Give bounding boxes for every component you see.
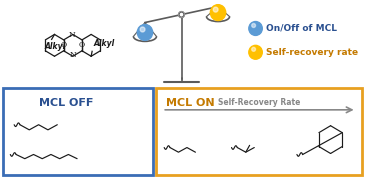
Circle shape xyxy=(252,23,256,27)
Text: N: N xyxy=(70,51,77,59)
Text: Self-recovery rate: Self-recovery rate xyxy=(266,48,358,57)
Text: O: O xyxy=(60,41,67,49)
Circle shape xyxy=(179,12,184,18)
Text: On/Off of MCL: On/Off of MCL xyxy=(266,24,337,33)
Circle shape xyxy=(213,7,218,12)
Text: MCL OFF: MCL OFF xyxy=(39,98,93,108)
Text: O: O xyxy=(79,41,85,49)
Text: Self-Recovery Rate: Self-Recovery Rate xyxy=(218,98,301,107)
Text: Alkyl: Alkyl xyxy=(45,42,66,51)
Circle shape xyxy=(210,5,226,20)
Text: Alkyl: Alkyl xyxy=(93,39,114,48)
Text: MCL ON: MCL ON xyxy=(166,98,215,108)
Circle shape xyxy=(179,12,184,17)
Circle shape xyxy=(140,27,145,32)
Circle shape xyxy=(249,22,262,35)
FancyBboxPatch shape xyxy=(156,88,362,175)
Circle shape xyxy=(137,25,153,40)
FancyBboxPatch shape xyxy=(3,88,153,175)
Circle shape xyxy=(249,45,262,59)
Text: N: N xyxy=(69,32,76,39)
Circle shape xyxy=(252,47,256,51)
